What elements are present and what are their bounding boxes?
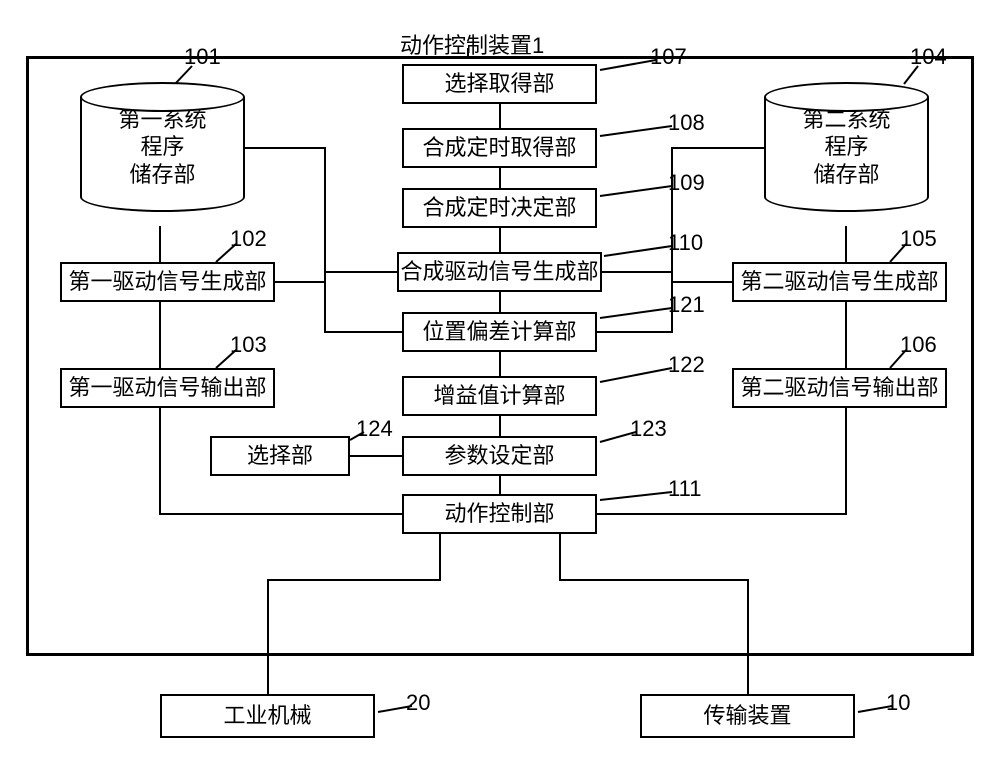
num-123: 123 — [630, 416, 667, 442]
cylinder-101-label: 第一系统程序储存部 — [118, 106, 206, 189]
node-110: 合成驱动信号生成部 — [397, 252, 602, 292]
node-109: 合成定时决定部 — [402, 188, 597, 228]
num-101: 101 — [184, 44, 221, 70]
node-10: 传输装置 — [640, 694, 855, 738]
num-107: 107 — [650, 44, 687, 70]
num-103: 103 — [230, 332, 267, 358]
num-121: 121 — [668, 292, 705, 318]
node-121: 位置偏差计算部 — [402, 312, 597, 352]
num-104: 104 — [910, 44, 947, 70]
node-102: 第一驱动信号生成部 — [60, 262, 275, 302]
cylinder-104-label: 第二系统程序储存部 — [802, 106, 890, 189]
num-20: 20 — [406, 690, 430, 716]
node-108: 合成定时取得部 — [402, 128, 597, 168]
node-105: 第二驱动信号生成部 — [732, 262, 947, 302]
node-124: 选择部 — [210, 436, 350, 476]
num-106: 106 — [900, 332, 937, 358]
num-111: 111 — [668, 476, 701, 502]
num-10: 10 — [886, 690, 910, 716]
node-103: 第一驱动信号输出部 — [60, 368, 275, 408]
node-106: 第二驱动信号输出部 — [732, 368, 947, 408]
node-20: 工业机械 — [160, 694, 375, 738]
num-108: 108 — [668, 110, 705, 136]
diagram-canvas: 动作控制装置1 第一系统程序储存部 第二系统程序储存部 选择取得部 合成定时取得… — [0, 0, 1000, 764]
num-109: 109 — [668, 170, 705, 196]
num-105: 105 — [900, 226, 937, 252]
node-123: 参数设定部 — [402, 436, 597, 476]
node-107: 选择取得部 — [402, 64, 597, 104]
cylinder-104: 第二系统程序储存部 — [764, 82, 929, 212]
num-110: 110 — [668, 230, 703, 256]
node-122: 增益值计算部 — [402, 376, 597, 416]
cylinder-101: 第一系统程序储存部 — [80, 82, 245, 212]
num-102: 102 — [230, 226, 267, 252]
node-111: 动作控制部 — [402, 494, 597, 534]
num-124: 124 — [356, 416, 393, 442]
num-122: 122 — [668, 352, 705, 378]
